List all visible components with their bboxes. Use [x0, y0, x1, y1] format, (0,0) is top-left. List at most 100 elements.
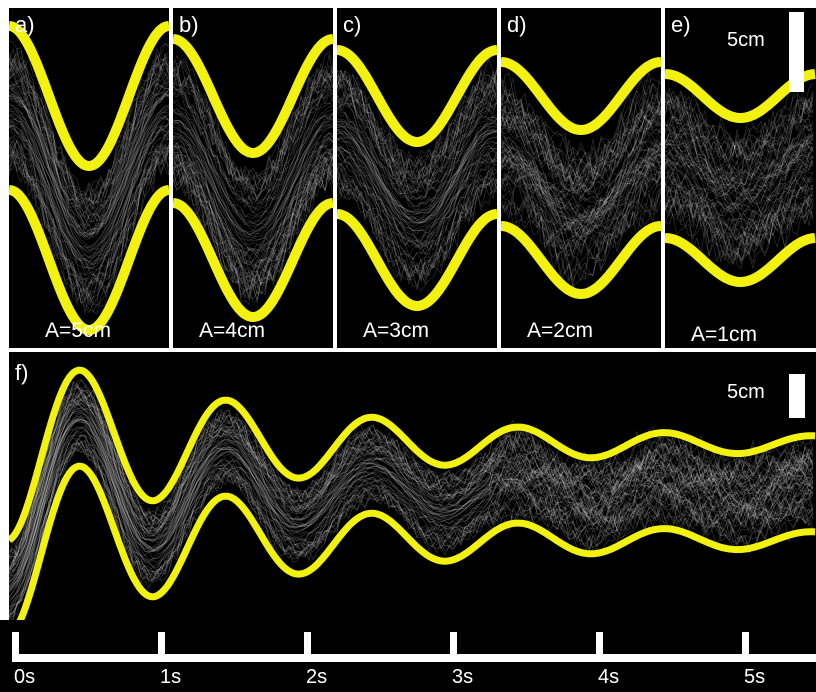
- trajectory-trace: [337, 97, 497, 199]
- trajectory-trace: [665, 182, 814, 246]
- trajectory-trace: [173, 54, 333, 185]
- envelope-lower: [9, 185, 169, 335]
- trajectory-trace: [9, 398, 814, 569]
- trajectory-trace: [9, 55, 169, 214]
- trajectory-trace: [501, 154, 661, 239]
- trajectory-trace: [9, 116, 169, 262]
- trajectory-trace: [337, 141, 497, 242]
- trajectory-trace: [173, 66, 333, 199]
- trajectory-trace: [9, 415, 814, 586]
- trajectory-trace: [173, 116, 333, 233]
- trajectory-trace: [665, 93, 814, 162]
- trajectory-trace: [173, 85, 333, 214]
- trajectory-trace: [9, 145, 169, 302]
- trajectory-trace: [501, 140, 661, 218]
- trajectory-trace: [665, 197, 814, 264]
- trajectory-trace: [665, 138, 814, 195]
- trajectory-trace: [9, 399, 814, 570]
- trajectory-trace: [9, 150, 169, 315]
- trajectory-trace: [9, 124, 169, 271]
- trajectory-trace: [665, 154, 814, 219]
- trajectory-trace: [665, 122, 814, 188]
- amplitude-label: A=2cm: [527, 319, 593, 342]
- trajectory-trace: [337, 101, 497, 202]
- trajectory-trace: [501, 192, 661, 281]
- trajectory-trace: [9, 89, 169, 236]
- trajectory-trace: [173, 157, 333, 291]
- envelope-upper: [337, 45, 497, 147]
- trajectory-trace: [9, 52, 169, 204]
- trajectory-trace: [501, 153, 661, 239]
- trajectory-trace: [337, 156, 497, 261]
- trajectory-trace: [501, 71, 661, 170]
- trajectory-trace: [337, 167, 497, 278]
- trajectory-trace: [665, 151, 814, 211]
- trajectory-trace: [501, 189, 661, 288]
- trajectory-trace: [173, 166, 333, 304]
- trajectory-trace: [9, 87, 169, 236]
- trajectory-trace: [9, 392, 814, 566]
- trajectory-trace: [9, 73, 169, 228]
- trajectory-trace: [173, 154, 333, 278]
- trajectory-trace: [337, 81, 497, 193]
- trajectory-trace: [337, 178, 497, 292]
- trajectory-trace: [501, 100, 661, 185]
- trajectory-trace: [9, 383, 814, 564]
- trajectory-trace: [173, 163, 333, 305]
- trajectory-trace: [337, 69, 497, 179]
- trajectory-trace: [501, 182, 661, 288]
- trajectory-trace: [9, 55, 169, 210]
- trajectory-trace: [173, 133, 333, 251]
- trajectory-trace: [665, 185, 814, 243]
- trajectory-trace: [173, 151, 333, 283]
- trajectory-trace: [501, 111, 661, 199]
- trajectory-trace: [9, 402, 814, 575]
- trajectory-trace: [173, 146, 333, 268]
- trajectory-trace: [9, 420, 814, 593]
- trajectory-trace: [173, 65, 333, 195]
- trajectory-trace: [337, 152, 497, 255]
- trajectory-trace: [665, 137, 814, 194]
- trajectory-trace: [173, 147, 333, 274]
- trajectory-trace: [173, 59, 333, 187]
- trajectory-trace: [9, 382, 814, 555]
- trajectory-trace: [9, 390, 814, 570]
- trajectory-trace: [173, 145, 333, 264]
- trajectory-trace: [9, 93, 169, 238]
- trajectory-trace: [665, 185, 814, 259]
- trajectory-trace: [173, 92, 333, 215]
- trajectory-trace: [9, 386, 814, 564]
- trajectory-trace: [665, 195, 814, 262]
- trajectory-trace: [9, 104, 169, 249]
- panel-plot: [173, 34, 333, 322]
- trajectory-trace: [337, 130, 497, 228]
- trajectory-trace: [173, 118, 333, 238]
- trajectory-trace: [337, 173, 497, 281]
- panel-label: a): [15, 12, 35, 37]
- trajectory-trace: [173, 64, 333, 197]
- trajectory-trace: [501, 154, 661, 238]
- trajectory-trace: [337, 128, 497, 223]
- trajectory-trace: [9, 442, 814, 619]
- trajectory-trace: [337, 178, 497, 287]
- trajectory-trace: [9, 84, 169, 235]
- trajectory-trace: [501, 148, 661, 231]
- trajectory-trace: [337, 125, 497, 221]
- trajectory-trace: [9, 80, 169, 227]
- trajectory-trace: [173, 131, 333, 251]
- trajectory-trace: [9, 131, 169, 284]
- trajectory-trace: [337, 116, 497, 212]
- trajectory-trace: [173, 99, 333, 219]
- trajectory-trace: [337, 159, 497, 261]
- envelope-lower: [173, 198, 333, 322]
- trajectory-trace: [501, 128, 661, 222]
- panel-f-decay: f) 5cm: [9, 352, 816, 620]
- trajectory-trace: [9, 411, 814, 584]
- trajectory-trace: [9, 389, 814, 560]
- trajectory-trace: [9, 133, 169, 290]
- trajectory-trace: [9, 139, 169, 293]
- trajectory-trace: [173, 160, 333, 290]
- trajectory-trace: [337, 145, 497, 243]
- trajectory-trace: [173, 87, 333, 209]
- trajectory-trace: [501, 163, 661, 248]
